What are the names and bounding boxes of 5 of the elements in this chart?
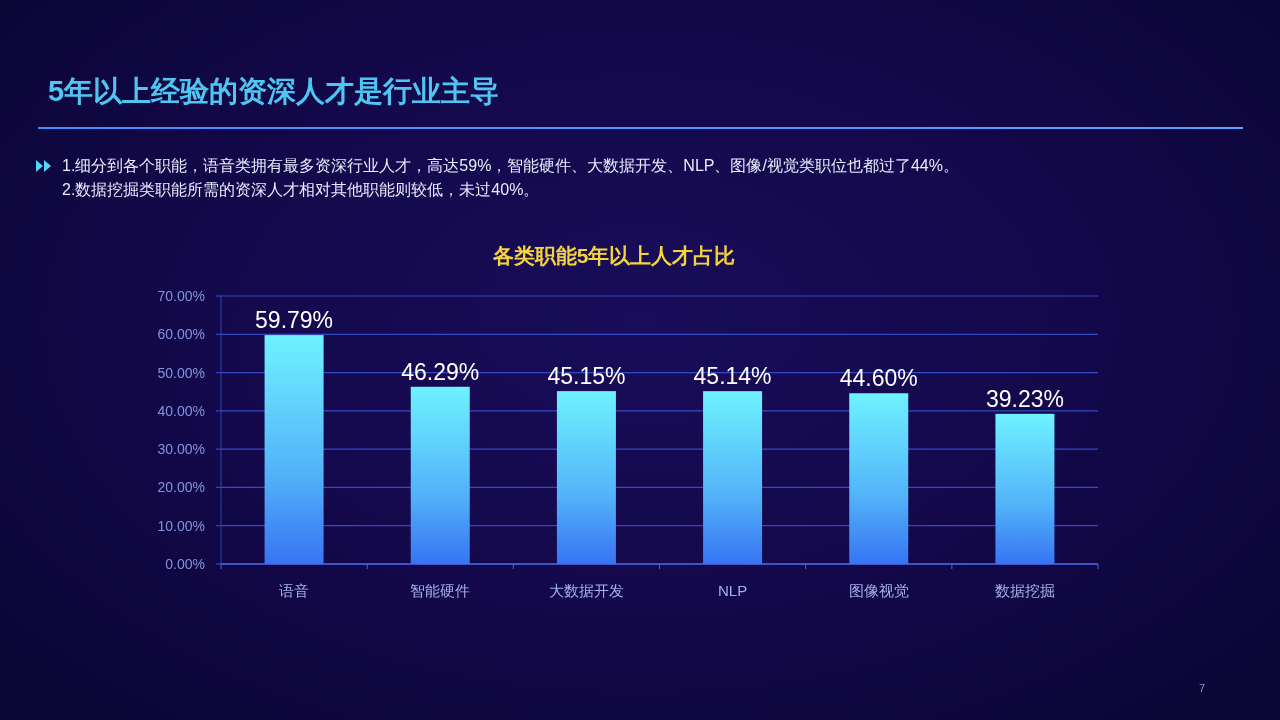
page-number: 7	[1199, 682, 1206, 694]
title: 5年以上经验的资深人才是行业主导	[48, 75, 500, 107]
annotation: 2.数据挖掘类职能所需的资深人才相对其他职能则较低，未过40%。	[62, 181, 540, 198]
annotation: 1.细分到各个职能，语音类拥有最多资深行业人才，高达59%，智能硬件、大数据开发、NLP、图像/视觉类职位也都过了44%。	[62, 157, 959, 174]
chart-title: 各类职能5年以上人才占比	[492, 244, 736, 267]
